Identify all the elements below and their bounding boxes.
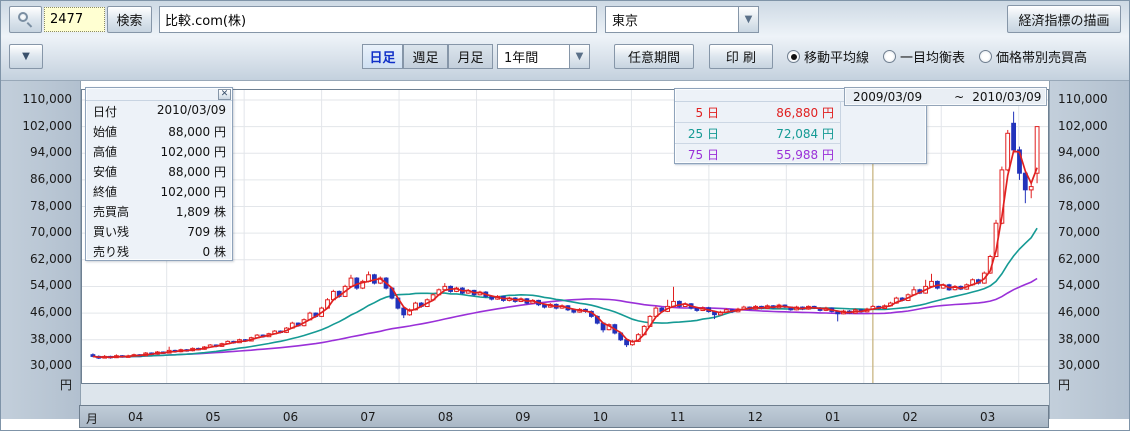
- y-axis-label: 110,000: [1058, 91, 1108, 106]
- y-axis-label: 70,000: [30, 225, 72, 240]
- plot-bottom-band: [81, 384, 1049, 405]
- y-axis-label: 78,000: [30, 198, 72, 213]
- x-axis-label: 08: [437, 410, 454, 424]
- chevron-down-icon: ▼: [22, 51, 30, 62]
- y-axis-label: 110,000: [22, 91, 72, 106]
- quote-row: 売買高 1,809 株: [93, 205, 226, 219]
- x-axis-label: 04: [128, 410, 144, 424]
- y-axis-label: 102,000: [22, 118, 72, 133]
- overlay-radio-label: 一目均衡表: [900, 51, 966, 66]
- x-axis-label: 09: [515, 410, 531, 424]
- y-axis-label: 102,000: [1058, 118, 1108, 133]
- x-axis-label: 10: [592, 410, 608, 424]
- stock-name-input[interactable]: [159, 6, 597, 33]
- quote-rows: 日付 2010/03/09 始値 88,000 円高値 102,000 円安値 88,00…: [86, 101, 232, 261]
- ma-legend-rows: 5 日 86,880 円 25 日 72,084 円 75 日 55,988 円: [675, 102, 841, 165]
- x-axis-label: 06: [282, 410, 299, 424]
- date-range-separator: ~: [954, 89, 965, 104]
- quote-row: 買い残 709 株: [93, 225, 226, 239]
- overlay-radio[interactable]: 移動平均線: [787, 47, 869, 66]
- y-axis-left: 110,000 102,000 94,000 86,000 78,000 70,000 62…: [1, 81, 81, 419]
- ma-legend-row: 25 日 72,084 円: [675, 123, 840, 144]
- radio-icon[interactable]: [787, 50, 800, 63]
- y-axis-label: 38,000: [30, 331, 72, 346]
- overlay-radio[interactable]: 一目均衡表: [883, 47, 965, 66]
- y-axis-label: 54,000: [30, 278, 72, 293]
- economic-indicator-button[interactable]: 経済指標の描画: [1007, 5, 1121, 33]
- x-axis-label: 02: [902, 410, 918, 424]
- y-axis-unit: 円: [59, 378, 72, 392]
- quote-row: 始値 88,000 円: [93, 125, 226, 139]
- y-axis-label: 54,000: [1058, 278, 1100, 293]
- y-axis-unit: 円: [1058, 378, 1071, 392]
- overlay-radio-group: 移動平均線 一目均衡表 価格帯別売買高: [787, 44, 1087, 69]
- x-axis-month-strip: 月 04 05 06 07 08 09 10 11 12 01 02 03: [79, 405, 1049, 428]
- quote-row: 終値 102,000 円: [93, 185, 226, 199]
- tab-daily[interactable]: 日足: [362, 44, 403, 69]
- toolbar: 検索 東京 ▼ 経済指標の描画 ▼ 日足 週足 月足 1年間 ▼ 任意期間 印 …: [1, 1, 1129, 81]
- print-button[interactable]: 印 刷: [709, 44, 773, 69]
- y-axis-label: 94,000: [1058, 145, 1100, 160]
- search-icon: [18, 12, 33, 28]
- x-axis-label: 07: [360, 410, 376, 424]
- close-icon[interactable]: ✕: [218, 89, 231, 100]
- period-select[interactable]: 1年間 ▼: [497, 44, 590, 69]
- y-axis-label: 46,000: [1058, 305, 1100, 320]
- exchange-value: 東京: [612, 14, 639, 29]
- chevron-down-icon[interactable]: ▼: [569, 45, 589, 68]
- chevron-down-icon[interactable]: ▼: [738, 7, 758, 32]
- tab-weekly[interactable]: 週足: [403, 44, 448, 69]
- date-range-from: 2009/03/09: [853, 89, 923, 104]
- y-axis-label: 30,000: [1058, 358, 1100, 373]
- overlay-radio-label: 移動平均線: [804, 51, 870, 66]
- radio-icon[interactable]: [979, 50, 993, 63]
- quote-box-titlebar[interactable]: ✕: [86, 88, 232, 101]
- dropdown-button[interactable]: ▼: [9, 44, 43, 69]
- y-axis-label: 78,000: [1058, 198, 1100, 213]
- x-axis-label: 01: [825, 410, 841, 424]
- chart-panel: 110,000 102,000 94,000 86,000 78,000 70,000 62…: [1, 81, 1129, 430]
- radio-icon[interactable]: [883, 50, 897, 63]
- search-icon-button[interactable]: [9, 6, 42, 33]
- ma-legend-row: 75 日 55,988 円: [675, 144, 840, 165]
- quote-info-box: ✕ 日付 2010/03/09 始値 88,000 円高値 102,000 円安値 88,…: [85, 87, 233, 261]
- y-axis-label: 46,000: [30, 305, 72, 320]
- x-axis-label: 05: [205, 410, 221, 424]
- quote-row: 高値 102,000 円: [93, 145, 226, 159]
- date-range-to: 2010/03/09: [972, 89, 1042, 104]
- tab-monthly[interactable]: 月足: [448, 44, 493, 69]
- quote-row: 日付 2010/03/09: [93, 103, 226, 119]
- x-axis-label: 12: [747, 410, 763, 424]
- date-range-box: 2009/03/09 ~ 2010/03/09: [844, 87, 1047, 106]
- y-axis-label: 38,000: [1058, 331, 1100, 346]
- y-axis-label: 94,000: [30, 145, 72, 160]
- ma-legend-box: — 5 日86,880 円25 日72,084 円75 日55,988 円: [674, 88, 927, 165]
- ma-legend-row: 5 日 86,880 円: [675, 102, 840, 123]
- overlay-radio[interactable]: 価格帯別売買高: [979, 47, 1087, 66]
- y-axis-label: 62,000: [1058, 251, 1100, 266]
- quote-row: 売り残 0 株: [93, 245, 226, 259]
- custom-period-button[interactable]: 任意期間: [614, 44, 694, 69]
- search-button[interactable]: 検索: [107, 6, 152, 33]
- x-axis-label: 11: [670, 410, 686, 424]
- y-axis-label: 70,000: [1058, 225, 1100, 240]
- x-axis-label: 03: [980, 410, 996, 424]
- overlay-radio-label: 価格帯別売買高: [996, 51, 1088, 66]
- exchange-select[interactable]: 東京 ▼: [605, 6, 759, 33]
- period-value: 1年間: [504, 51, 539, 66]
- y-axis-label: 30,000: [30, 358, 72, 373]
- quote-row: 安値 88,000 円: [93, 165, 226, 179]
- y-axis-label: 62,000: [30, 251, 72, 266]
- x-axis-label: 月: [86, 412, 99, 426]
- y-axis-right: 110,000 102,000 94,000 86,000 78,000 70,000 62…: [1049, 81, 1129, 419]
- y-axis-label: 86,000: [1058, 171, 1100, 186]
- y-axis-label: 86,000: [30, 171, 72, 186]
- stock-code-input[interactable]: [44, 7, 105, 32]
